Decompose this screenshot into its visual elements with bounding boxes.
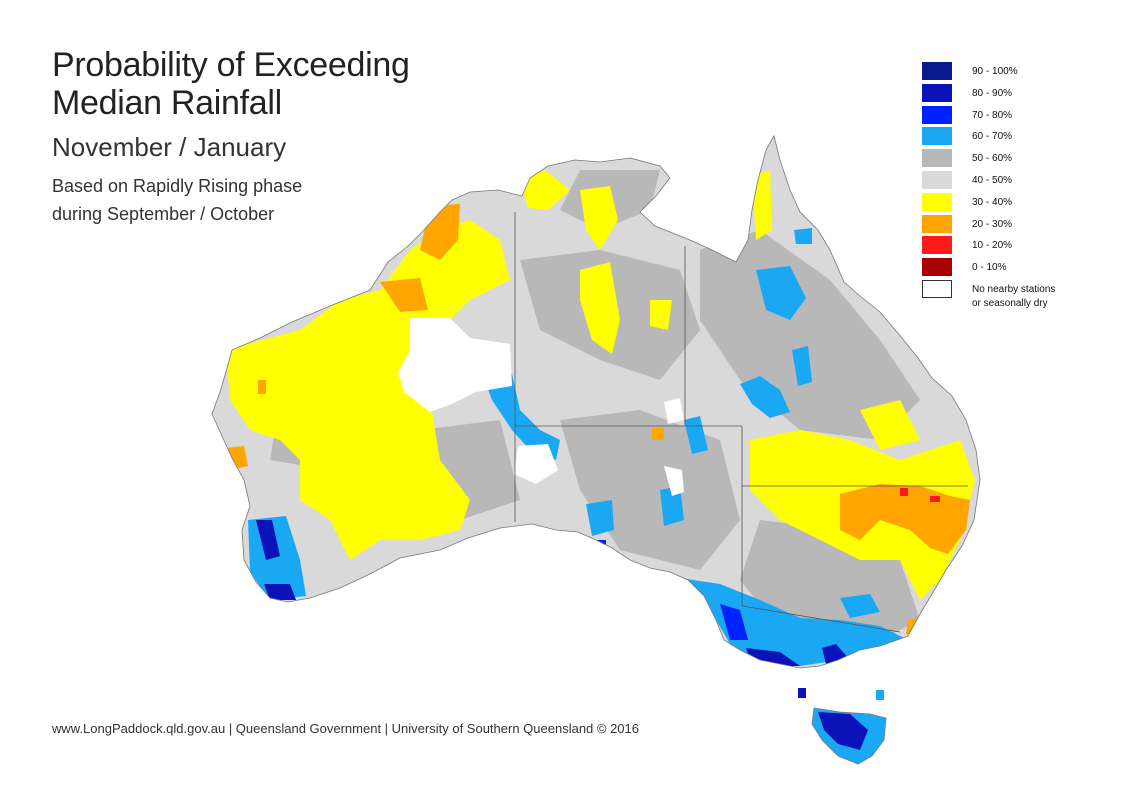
legend-label: 0 - 10%: [972, 262, 1007, 274]
legend-swatch: [922, 192, 952, 211]
legend-label: 30 - 40%: [972, 196, 1013, 208]
tasmania: [798, 688, 887, 765]
legend-label: 80 - 90%: [972, 87, 1013, 99]
legend-swatch: [922, 279, 952, 298]
legend-swatch: [922, 258, 952, 277]
map-title-line2: Median Rainfall: [52, 84, 282, 122]
legend-swatch: [922, 170, 952, 189]
map-phase-line2: during September / October: [52, 204, 275, 224]
legend-swatch: [922, 149, 952, 168]
legend-label: 40 - 50%: [972, 174, 1013, 186]
legend-swatch: [922, 127, 952, 146]
legend-swatch: [922, 105, 952, 124]
legend-label: 50 - 60%: [972, 153, 1013, 165]
legend-label: No nearby stations: [972, 283, 1056, 295]
map-phase-line1: Based on Rapidly Rising phase: [52, 176, 303, 196]
legend-label: 10 - 20%: [972, 240, 1013, 252]
legend-label: 70 - 80%: [972, 109, 1013, 121]
title-block: Probability of Exceeding Median Rainfall…: [52, 46, 410, 228]
mainland: [211, 134, 981, 669]
legend-label: 20 - 30%: [972, 218, 1013, 230]
legend-swatch: [922, 62, 952, 80]
map-title-line1: Probability of Exceeding: [52, 46, 410, 84]
map-period: November / January: [52, 132, 287, 162]
legend-label: 90 - 100%: [972, 66, 1018, 77]
legend-label: or seasonally dry: [972, 297, 1048, 309]
legend-swatch: [922, 236, 952, 255]
legend-label: 60 - 70%: [972, 131, 1013, 143]
credit-footer: www.LongPaddock.qld.gov.au | Queensland …: [52, 721, 639, 736]
legend-swatch: [922, 83, 952, 102]
legend-swatch: [922, 214, 952, 233]
